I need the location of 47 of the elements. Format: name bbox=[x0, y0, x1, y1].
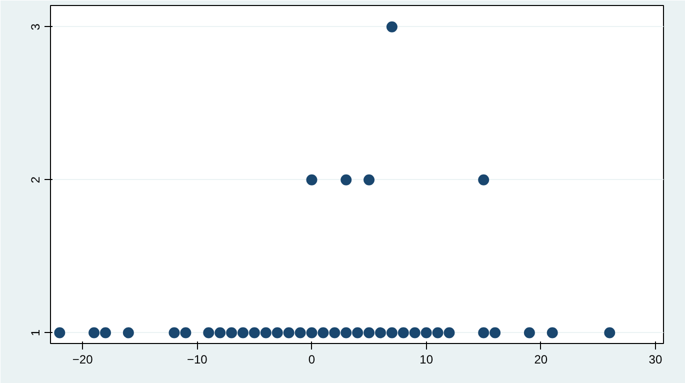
point bbox=[272, 327, 283, 338]
point bbox=[168, 327, 180, 338]
point bbox=[203, 327, 214, 338]
point bbox=[214, 327, 226, 338]
point bbox=[374, 327, 386, 338]
point bbox=[318, 327, 329, 338]
point bbox=[100, 327, 111, 338]
x-tick-label: 30 bbox=[648, 352, 662, 366]
point bbox=[340, 174, 352, 186]
y-tick-label: 1 bbox=[28, 329, 42, 336]
point bbox=[420, 327, 432, 338]
point bbox=[260, 327, 272, 338]
point bbox=[122, 327, 134, 338]
point bbox=[226, 327, 238, 338]
point bbox=[306, 327, 318, 338]
x-tick-label: 10 bbox=[420, 352, 434, 366]
y-tick-label: 2 bbox=[28, 176, 42, 184]
point bbox=[352, 327, 364, 338]
point bbox=[340, 327, 352, 338]
point bbox=[364, 327, 375, 338]
point bbox=[329, 327, 340, 338]
x-tick-label: 20 bbox=[534, 352, 548, 366]
point bbox=[180, 327, 192, 338]
point bbox=[306, 174, 318, 186]
point bbox=[386, 21, 398, 32]
x-tick-label: 0 bbox=[308, 352, 316, 366]
x-tick-label: −20 bbox=[72, 352, 94, 366]
point bbox=[386, 327, 398, 338]
point bbox=[604, 327, 616, 338]
point bbox=[546, 327, 558, 338]
point bbox=[54, 327, 66, 338]
x-tick-label: −10 bbox=[186, 352, 208, 366]
point bbox=[524, 327, 535, 338]
point bbox=[398, 327, 409, 338]
y-tick-label: 3 bbox=[28, 23, 42, 30]
point bbox=[248, 327, 260, 338]
point bbox=[444, 327, 455, 338]
point bbox=[364, 174, 375, 186]
point bbox=[478, 174, 490, 186]
point bbox=[409, 327, 420, 338]
point bbox=[88, 327, 100, 338]
point bbox=[237, 327, 248, 338]
point bbox=[283, 327, 294, 338]
point bbox=[432, 327, 444, 338]
point bbox=[490, 327, 501, 338]
point bbox=[478, 327, 490, 338]
point bbox=[294, 327, 306, 338]
